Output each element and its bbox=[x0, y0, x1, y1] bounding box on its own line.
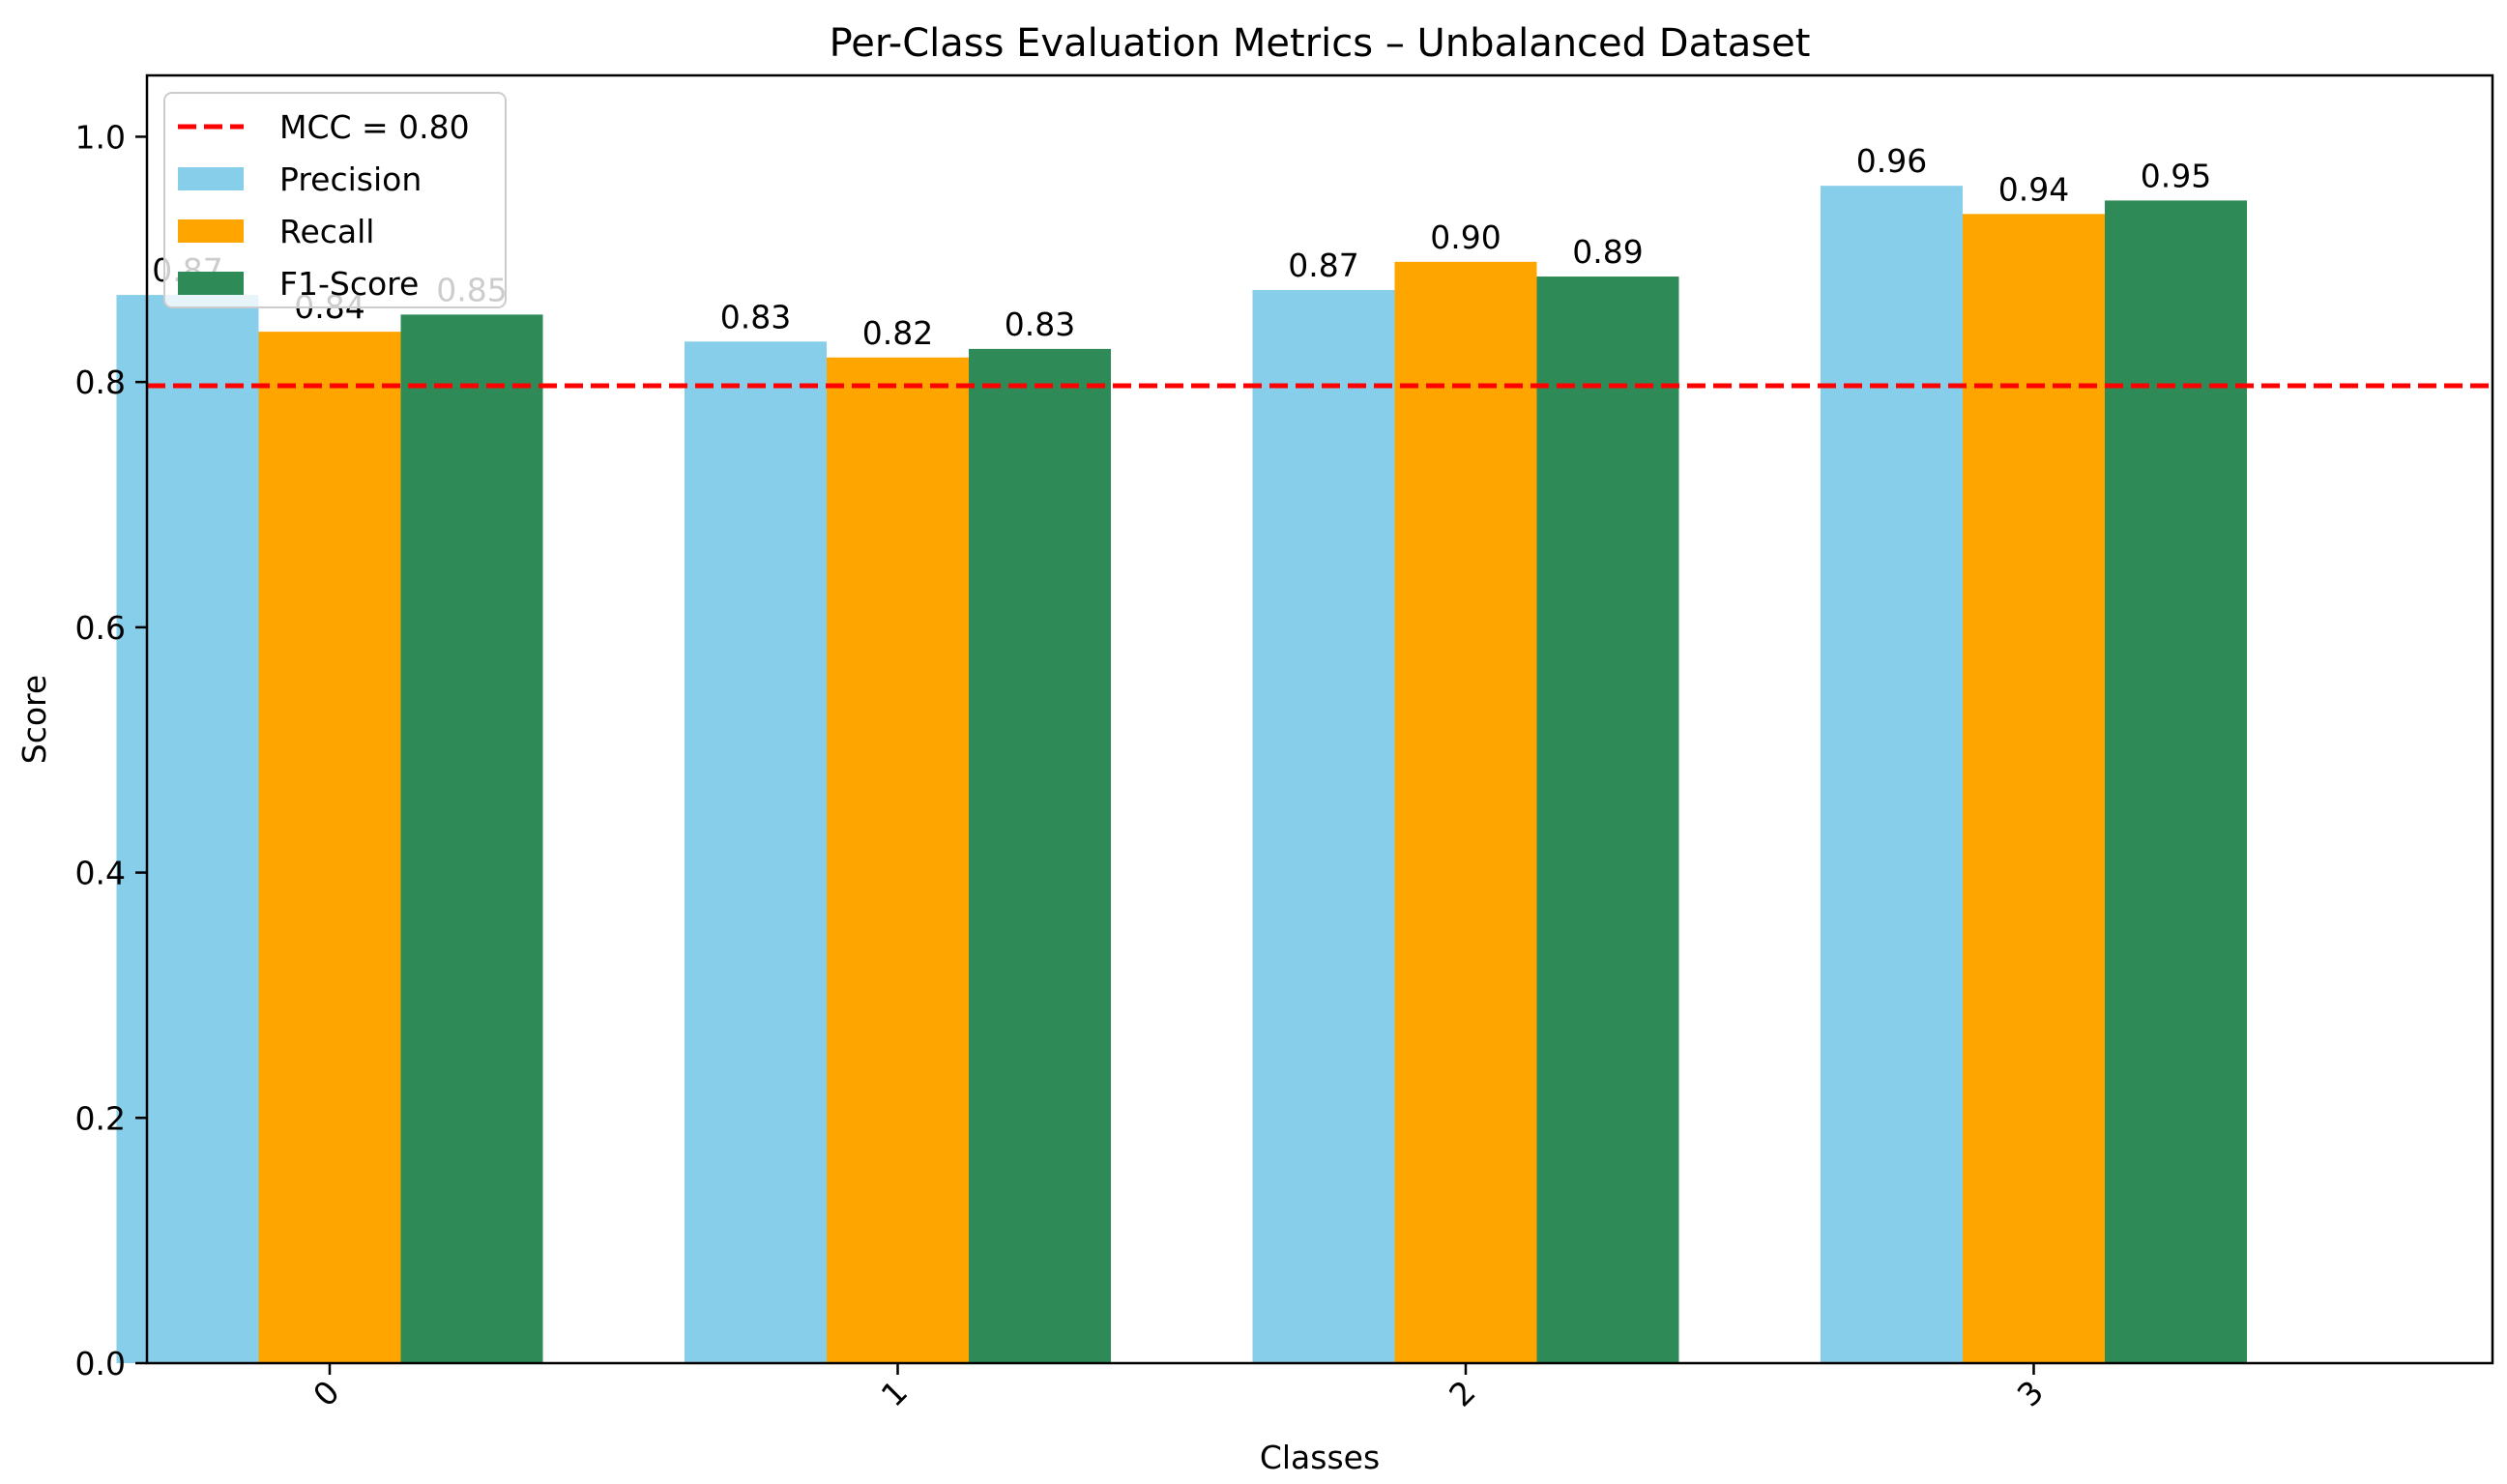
x-tick-label: 0 bbox=[306, 1373, 346, 1413]
legend-swatch-recall bbox=[178, 219, 244, 243]
plot-frame bbox=[145, 73, 2494, 1365]
bar-value-label: 0.83 bbox=[720, 298, 791, 335]
legend-entry-label: Recall bbox=[279, 213, 374, 250]
bar-value-label: 0.94 bbox=[1998, 170, 2069, 208]
bar-value-label: 0.89 bbox=[1572, 233, 1643, 271]
bar-f1-score-class-3 bbox=[2105, 200, 2247, 1363]
legend-entry-label: F1-Score bbox=[279, 265, 419, 303]
y-tick-label: 1.0 bbox=[75, 118, 126, 156]
bar-recall-class-3 bbox=[1963, 214, 2105, 1363]
bar-recall-class-1 bbox=[827, 357, 969, 1363]
bar-precision-class-3 bbox=[1821, 186, 1963, 1364]
bar-recall-class-2 bbox=[1394, 261, 1537, 1363]
legend-swatch-f1-score bbox=[178, 272, 244, 295]
bar-precision-class-2 bbox=[1252, 290, 1395, 1363]
bar-value-label: 0.82 bbox=[862, 314, 933, 352]
bar-f1-score-class-1 bbox=[969, 348, 1111, 1364]
y-tick-label: 0.2 bbox=[75, 1099, 126, 1137]
bar-value-label: 0.90 bbox=[1430, 218, 1501, 256]
bar-f1-score-class-0 bbox=[400, 314, 543, 1363]
legend-swatch-precision bbox=[178, 167, 244, 190]
bar-precision-class-0 bbox=[116, 295, 259, 1364]
legend-box bbox=[163, 92, 507, 308]
chart-title: Per-Class Evaluation Metrics – Unbalance… bbox=[830, 21, 1811, 66]
bar-value-label: 0.87 bbox=[1288, 247, 1358, 284]
y-tick-label: 0.8 bbox=[75, 364, 126, 401]
x-tick-label: 3 bbox=[2010, 1373, 2051, 1413]
y-tick-label: 0.4 bbox=[75, 855, 126, 892]
bar-precision-class-1 bbox=[685, 341, 827, 1363]
x-tick-label: 2 bbox=[1442, 1373, 1482, 1413]
y-tick-label: 0.0 bbox=[75, 1345, 126, 1382]
legend-entry-label: MCC = 0.80 bbox=[279, 108, 470, 146]
legend: MCC = 0.80 Precision Recall F1-Score bbox=[163, 92, 507, 308]
bar-value-label: 0.83 bbox=[1005, 306, 1075, 343]
bar-recall-class-0 bbox=[258, 332, 401, 1363]
legend-entry-label: Precision bbox=[279, 160, 422, 198]
y-axis-label: Score bbox=[15, 675, 53, 764]
y-tick-label: 0.6 bbox=[75, 609, 126, 647]
x-tick-label: 1 bbox=[874, 1373, 915, 1413]
bar-f1-score-class-2 bbox=[1536, 276, 1679, 1364]
bar-value-label: 0.96 bbox=[1856, 142, 1927, 180]
x-axis-label: Classes bbox=[1260, 1439, 1380, 1476]
bar-value-label: 0.95 bbox=[2141, 157, 2211, 194]
